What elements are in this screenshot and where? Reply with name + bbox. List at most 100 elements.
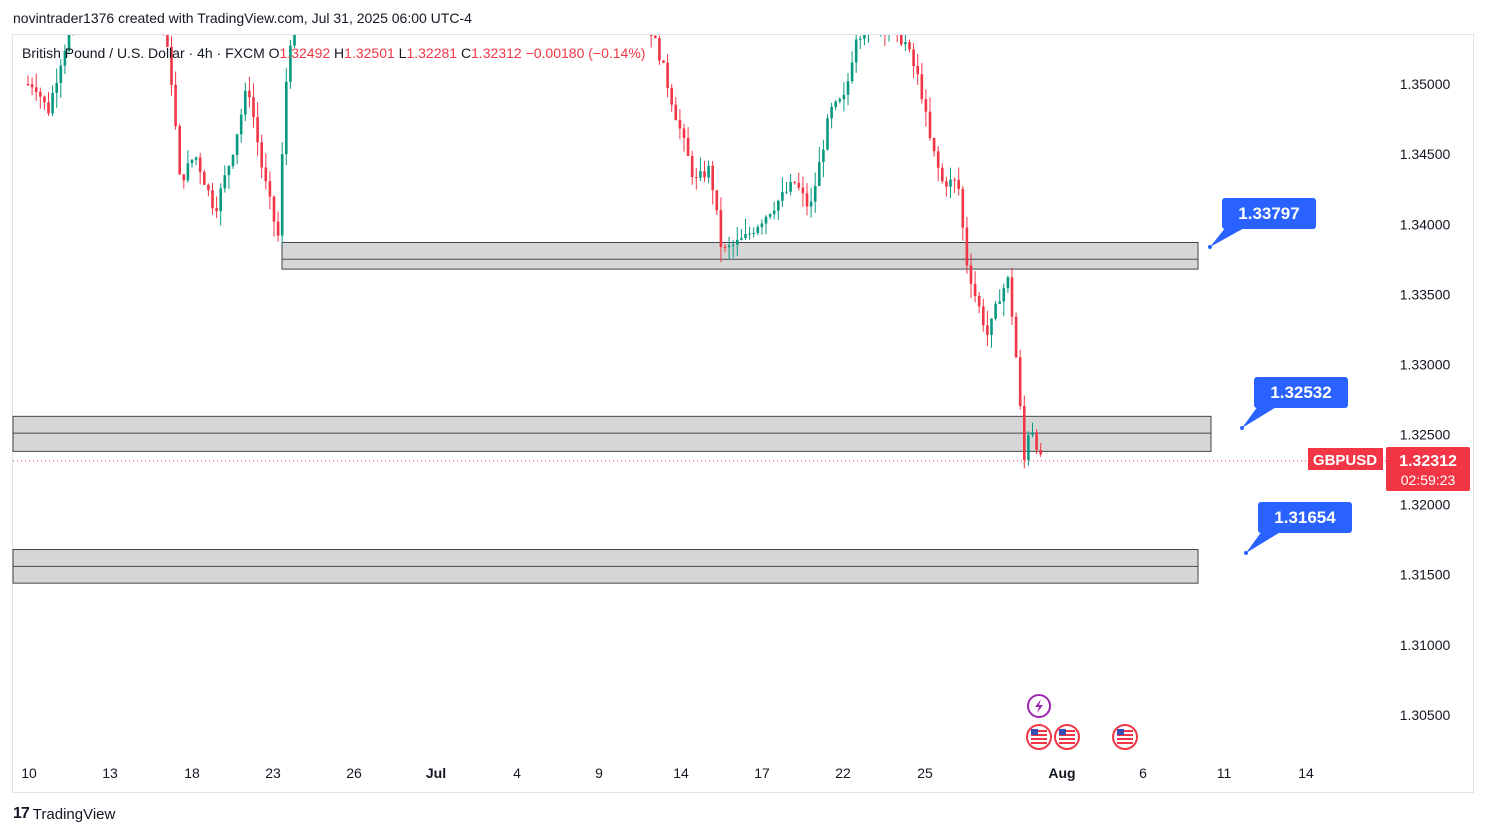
candle-body [154, 0, 157, 3]
candle-body [30, 84, 34, 88]
candle-body [850, 62, 854, 82]
candle-33 [158, 0, 161, 9]
candle-57 [256, 102, 259, 156]
zone-1[interactable] [281, 241, 1199, 270]
candle-47 [215, 196, 218, 219]
candle-226 [949, 167, 952, 199]
chart-frame[interactable] [12, 34, 1474, 793]
candle-227 [953, 177, 956, 193]
x-tick-label: 18 [184, 765, 200, 781]
support-resistance-zones[interactable] [12, 241, 1212, 584]
candle-body [301, 4, 304, 6]
us-flag-icon[interactable] [1054, 724, 1080, 750]
price-axis[interactable]: 1.35000 1.34500 1.34000 1.33500 1.33000 1.325… [1400, 76, 1451, 723]
candle-body [818, 162, 821, 187]
candle-body [670, 87, 673, 105]
candle-body [945, 181, 948, 187]
candle-body [285, 81, 288, 155]
us-flag-icon[interactable] [1026, 724, 1052, 750]
candle-body [973, 283, 977, 296]
candle-body [871, 22, 874, 23]
candle-50 [227, 164, 231, 189]
candle-241 [1010, 267, 1014, 326]
y-tick-label: 1.32500 [1400, 427, 1451, 443]
candle-body [731, 244, 735, 246]
candle-221 [928, 97, 932, 141]
candle-3 [34, 73, 38, 102]
y-tick-label: 1.31500 [1400, 567, 1451, 583]
price-callout-1[interactable]: 1.33797 [1208, 198, 1316, 249]
candle-41 [190, 159, 194, 168]
candle-body [884, 23, 887, 31]
zone-2[interactable] [12, 415, 1212, 452]
candle-236 [990, 318, 993, 348]
candle-61 [272, 195, 276, 237]
candle-body [969, 265, 973, 284]
y-tick-label: 1.35000 [1400, 76, 1451, 92]
lightning-icon[interactable] [1027, 694, 1051, 718]
candle-body [809, 201, 813, 207]
callout-anchor-dot [1244, 551, 1248, 555]
candle-body [707, 165, 710, 178]
candle-body [227, 166, 231, 176]
candle-246 [1031, 422, 1034, 438]
candle-174 [736, 226, 739, 257]
candle-body [961, 188, 965, 228]
candle-60 [268, 171, 272, 210]
candle-body [646, 12, 649, 22]
us-flag-icon[interactable] [1112, 724, 1138, 750]
candle-body [719, 210, 723, 247]
candle-17 [92, 0, 95, 6]
candle-176 [744, 218, 747, 240]
x-tick-label: 25 [917, 765, 933, 781]
candle-body [223, 175, 227, 189]
price-callout-3[interactable]: 1.31654 [1244, 502, 1352, 555]
x-tick-label: 11 [1217, 765, 1232, 781]
candle-body [67, 35, 71, 51]
candle-228 [957, 167, 960, 196]
candle-body [207, 184, 210, 191]
candle-body [695, 177, 698, 179]
candle-body [34, 87, 38, 92]
candle-body [638, 2, 641, 3]
time-axis[interactable]: 10 13 18 23 26 Jul 4 9 14 17 22 25 Aug 6 11 14 [21, 765, 1314, 781]
candle-body [908, 42, 911, 50]
candle-244 [1023, 395, 1026, 469]
candle-154 [654, 35, 657, 39]
candle-64 [285, 68, 288, 166]
candle-65 [289, 39, 292, 89]
candle-body [838, 99, 842, 102]
candle-161 [682, 123, 686, 152]
candle-222 [932, 137, 936, 157]
x-tick-label: 9 [595, 765, 603, 781]
candle-body [789, 181, 792, 192]
symbol-tag-box [1308, 448, 1383, 470]
candle-234 [982, 298, 985, 332]
candle-5 [43, 95, 46, 111]
candle-208 [875, 20, 878, 30]
candle-220 [924, 89, 928, 127]
candle-body [740, 238, 743, 240]
economic-events[interactable] [1026, 694, 1138, 750]
candle-body [896, 27, 899, 29]
us-flag-icon-ring [1054, 724, 1080, 750]
tradingview-logo[interactable]: 17 TradingView [13, 805, 115, 823]
candle-150 [638, 0, 641, 17]
x-tick-label: 17 [754, 765, 770, 781]
price-callouts[interactable]: 1.33797 1.32532 1.31654 [1208, 198, 1352, 555]
us-flag-stripe [1031, 742, 1047, 744]
price-callout-2[interactable]: 1.32532 [1240, 377, 1348, 430]
candle-248 [1039, 443, 1042, 457]
us-flag-stripe [1031, 738, 1047, 740]
candle-body [924, 99, 928, 112]
candle-184 [777, 199, 780, 220]
candle-body [699, 171, 702, 178]
instrument-title[interactable]: British Pound / U.S. Dollar · 4h · FXCM [22, 45, 265, 61]
symbol-tag: GBPUSD [1308, 448, 1383, 470]
candle-8 [55, 68, 58, 108]
y-tick-label: 1.31000 [1400, 637, 1451, 653]
candle-210 [884, 23, 887, 46]
candle-body [1014, 316, 1018, 358]
candle-149 [634, 0, 637, 12]
